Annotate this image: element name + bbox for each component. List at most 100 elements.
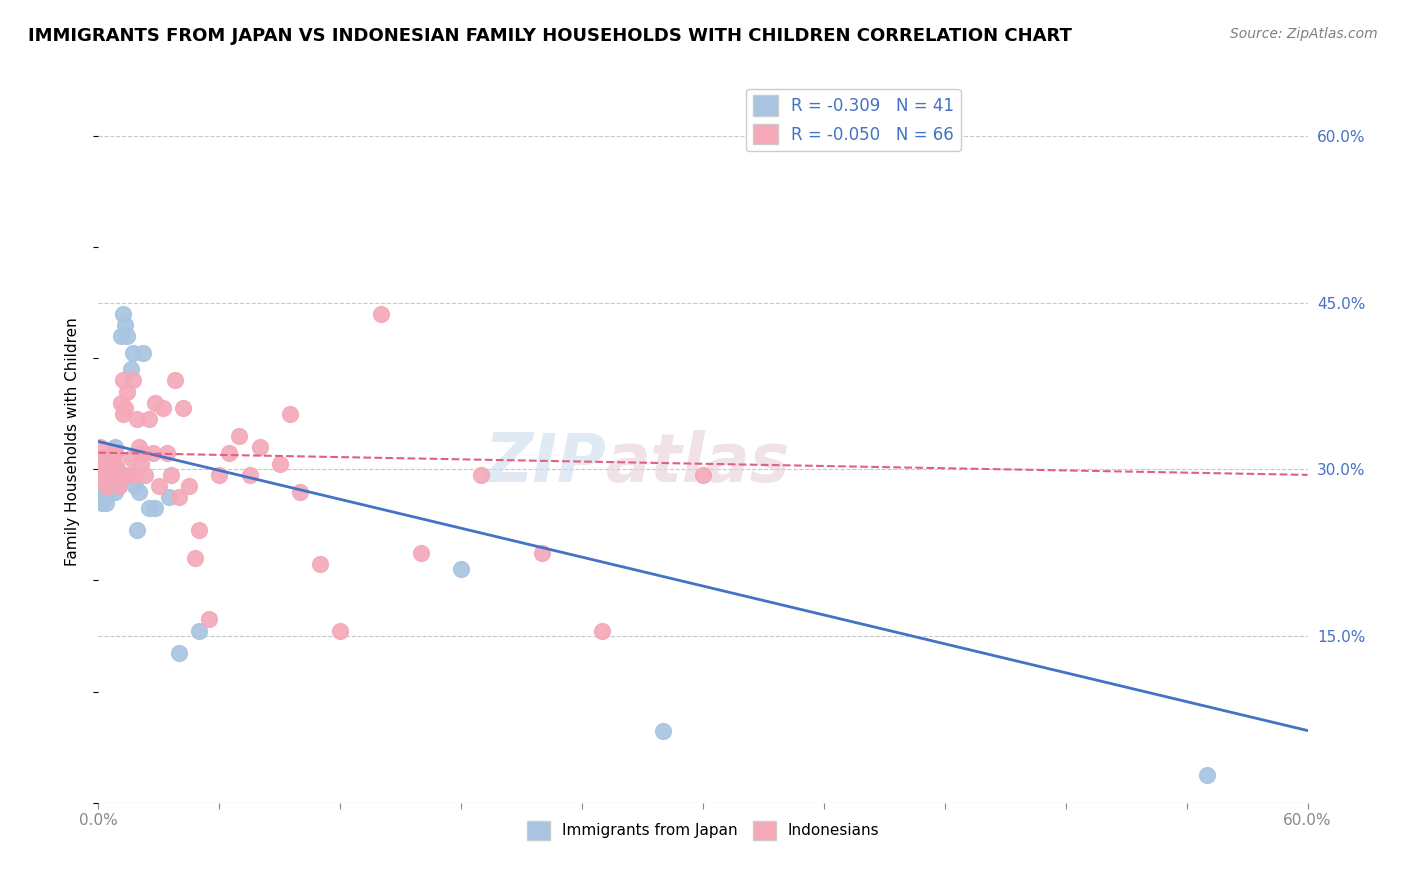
Point (121, 373, 143, 387)
Point (132, 445, 155, 459)
Point (89, 479, 111, 493)
Point (100, 451, 122, 466)
Point (97, 484, 120, 499)
Point (103, 445, 125, 459)
Point (208, 467, 231, 482)
Point (132, 345, 155, 359)
Point (114, 401, 136, 416)
Point (138, 501, 160, 516)
Point (120, 362, 142, 376)
Point (228, 429, 250, 443)
Point (188, 524, 211, 538)
Point (100, 467, 122, 482)
Point (157, 490, 180, 504)
Point (89, 467, 111, 482)
Point (591, 624, 613, 638)
Point (470, 467, 492, 482)
Point (125, 524, 148, 538)
Point (97, 474, 120, 488)
Point (651, 723, 673, 738)
Point (179, 479, 201, 493)
Point (97, 467, 120, 482)
Point (128, 440, 150, 454)
Point (249, 440, 271, 454)
Point (278, 407, 301, 421)
Point (110, 395, 132, 409)
Point (120, 451, 142, 466)
Point (121, 345, 143, 359)
Point (111, 467, 134, 482)
Point (96, 496, 118, 510)
Point (93, 451, 115, 466)
Point (111, 373, 134, 387)
Point (111, 407, 134, 421)
Point (93, 467, 115, 482)
Point (93, 451, 115, 466)
Text: IMMIGRANTS FROM JAPAN VS INDONESIAN FAMILY HOUSEHOLDS WITH CHILDREN CORRELATION : IMMIGRANTS FROM JAPAN VS INDONESIAN FAMI… (28, 27, 1071, 45)
Point (143, 501, 166, 516)
Point (100, 462, 122, 476)
Point (105, 467, 128, 482)
Y-axis label: Family Households with Children: Family Households with Children (65, 318, 80, 566)
Point (288, 484, 311, 499)
Point (142, 445, 165, 459)
Point (91, 496, 114, 510)
Point (1195, 768, 1218, 782)
Point (125, 412, 148, 426)
Text: atlas: atlas (606, 430, 790, 496)
Point (143, 395, 166, 409)
Point (91, 467, 114, 482)
Point (101, 467, 124, 482)
Point (111, 307, 134, 321)
Point (218, 445, 240, 459)
Legend: Immigrants from Japan, Indonesians: Immigrants from Japan, Indonesians (520, 815, 886, 846)
Point (101, 467, 124, 482)
Point (101, 445, 124, 459)
Point (91, 457, 114, 471)
Point (124, 467, 146, 482)
Point (97, 457, 120, 471)
Point (156, 445, 179, 459)
Point (97, 457, 120, 471)
Point (105, 462, 128, 476)
Point (114, 318, 136, 332)
Point (103, 484, 125, 499)
Point (172, 401, 194, 416)
Point (91, 474, 114, 488)
Point (110, 329, 132, 343)
Point (409, 546, 432, 560)
Point (184, 551, 207, 566)
Point (134, 467, 156, 482)
Point (115, 329, 138, 343)
Point (167, 490, 190, 504)
Point (188, 624, 211, 638)
Point (96, 462, 118, 476)
Point (93, 484, 115, 499)
Point (115, 384, 138, 399)
Point (167, 646, 190, 660)
Point (101, 451, 124, 466)
Point (107, 467, 129, 482)
Point (118, 467, 141, 482)
Point (124, 479, 146, 493)
Point (107, 479, 129, 493)
Point (100, 467, 122, 482)
Point (105, 467, 128, 482)
Point (138, 412, 160, 426)
Point (692, 467, 714, 482)
Point (450, 562, 472, 576)
Point (129, 457, 152, 471)
Point (128, 484, 150, 499)
Point (198, 612, 221, 626)
Point (89, 440, 111, 454)
Text: Source: ZipAtlas.com: Source: ZipAtlas.com (1230, 27, 1378, 41)
Point (103, 457, 125, 471)
Point (309, 557, 332, 571)
Point (107, 467, 129, 482)
Point (118, 467, 141, 482)
Point (329, 624, 352, 638)
Point (96, 457, 118, 471)
Point (148, 479, 170, 493)
Point (152, 401, 174, 416)
Text: ZIP: ZIP (485, 430, 606, 496)
